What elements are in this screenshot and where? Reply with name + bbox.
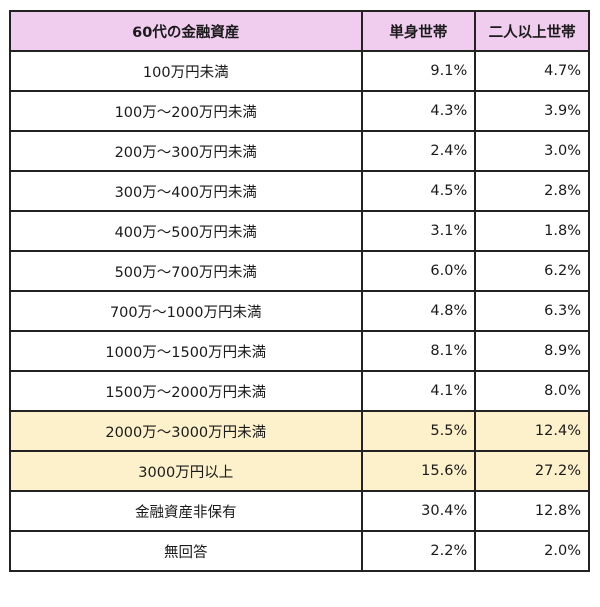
single-value: 4.8% xyxy=(360,290,477,332)
single-value: 3.1% xyxy=(360,210,477,252)
row-label: 2000万〜3000万円未満 xyxy=(9,410,363,452)
row-label: 100万円未満 xyxy=(9,50,363,92)
multi-value: 4.7% xyxy=(474,50,590,92)
single-value: 4.5% xyxy=(360,170,477,212)
table-row: 1000万〜1500万円未満 8.1% 8.9% xyxy=(9,330,590,372)
row-label: 1500万〜2000万円未満 xyxy=(9,370,363,412)
table-row: 200万〜300万円未満 2.4% 3.0% xyxy=(9,130,590,172)
single-value: 15.6% xyxy=(360,450,477,492)
row-label: 3000万円以上 xyxy=(9,450,363,492)
table-row: 無回答 2.2% 2.0% xyxy=(9,530,590,572)
multi-value: 2.0% xyxy=(474,530,590,572)
single-value: 9.1% xyxy=(360,50,477,92)
row-label: 300万〜400万円未満 xyxy=(9,170,363,212)
table-row-highlighted: 2000万〜3000万円未満 5.5% 12.4% xyxy=(9,410,590,452)
table-row: 100万円未満 9.1% 4.7% xyxy=(9,50,590,92)
table-row: 1500万〜2000万円未満 4.1% 8.0% xyxy=(9,370,590,412)
row-label: 1000万〜1500万円未満 xyxy=(9,330,363,372)
single-value: 2.4% xyxy=(360,130,477,172)
multi-value: 8.9% xyxy=(474,330,590,372)
multi-value: 3.0% xyxy=(474,130,590,172)
single-value: 2.2% xyxy=(360,530,477,572)
single-value: 4.1% xyxy=(360,370,477,412)
single-value: 30.4% xyxy=(360,490,477,532)
single-value: 6.0% xyxy=(360,250,477,292)
header-single-household: 単身世帯 xyxy=(360,10,477,52)
financial-assets-table: 60代の金融資産 単身世帯 二人以上世帯 100万円未満 9.1% 4.7% 1… xyxy=(9,10,590,572)
row-label: 500万〜700万円未満 xyxy=(9,250,363,292)
multi-value: 3.9% xyxy=(474,90,590,132)
multi-value: 6.3% xyxy=(474,290,590,332)
multi-value: 12.4% xyxy=(474,410,590,452)
single-value: 5.5% xyxy=(360,410,477,452)
row-label: 無回答 xyxy=(9,530,363,572)
row-label: 金融資産非保有 xyxy=(9,490,363,532)
header-row: 60代の金融資産 単身世帯 二人以上世帯 xyxy=(9,10,590,52)
multi-value: 2.8% xyxy=(474,170,590,212)
table-row: 500万〜700万円未満 6.0% 6.2% xyxy=(9,250,590,292)
multi-value: 6.2% xyxy=(474,250,590,292)
row-label: 100万〜200万円未満 xyxy=(9,90,363,132)
single-value: 4.3% xyxy=(360,90,477,132)
row-label: 200万〜300万円未満 xyxy=(9,130,363,172)
multi-value: 8.0% xyxy=(474,370,590,412)
multi-value: 12.8% xyxy=(474,490,590,532)
row-label: 700万〜1000万円未満 xyxy=(9,290,363,332)
table-row: 金融資産非保有 30.4% 12.8% xyxy=(9,490,590,532)
table-row: 400万〜500万円未満 3.1% 1.8% xyxy=(9,210,590,252)
multi-value: 1.8% xyxy=(474,210,590,252)
table-row-highlighted: 3000万円以上 15.6% 27.2% xyxy=(9,450,590,492)
header-multi-household: 二人以上世帯 xyxy=(474,10,590,52)
table-row: 100万〜200万円未満 4.3% 3.9% xyxy=(9,90,590,132)
table-row: 700万〜1000万円未満 4.8% 6.3% xyxy=(9,290,590,332)
multi-value: 27.2% xyxy=(474,450,590,492)
header-category: 60代の金融資産 xyxy=(9,10,363,52)
row-label: 400万〜500万円未満 xyxy=(9,210,363,252)
table-row: 300万〜400万円未満 4.5% 2.8% xyxy=(9,170,590,212)
single-value: 8.1% xyxy=(360,330,477,372)
